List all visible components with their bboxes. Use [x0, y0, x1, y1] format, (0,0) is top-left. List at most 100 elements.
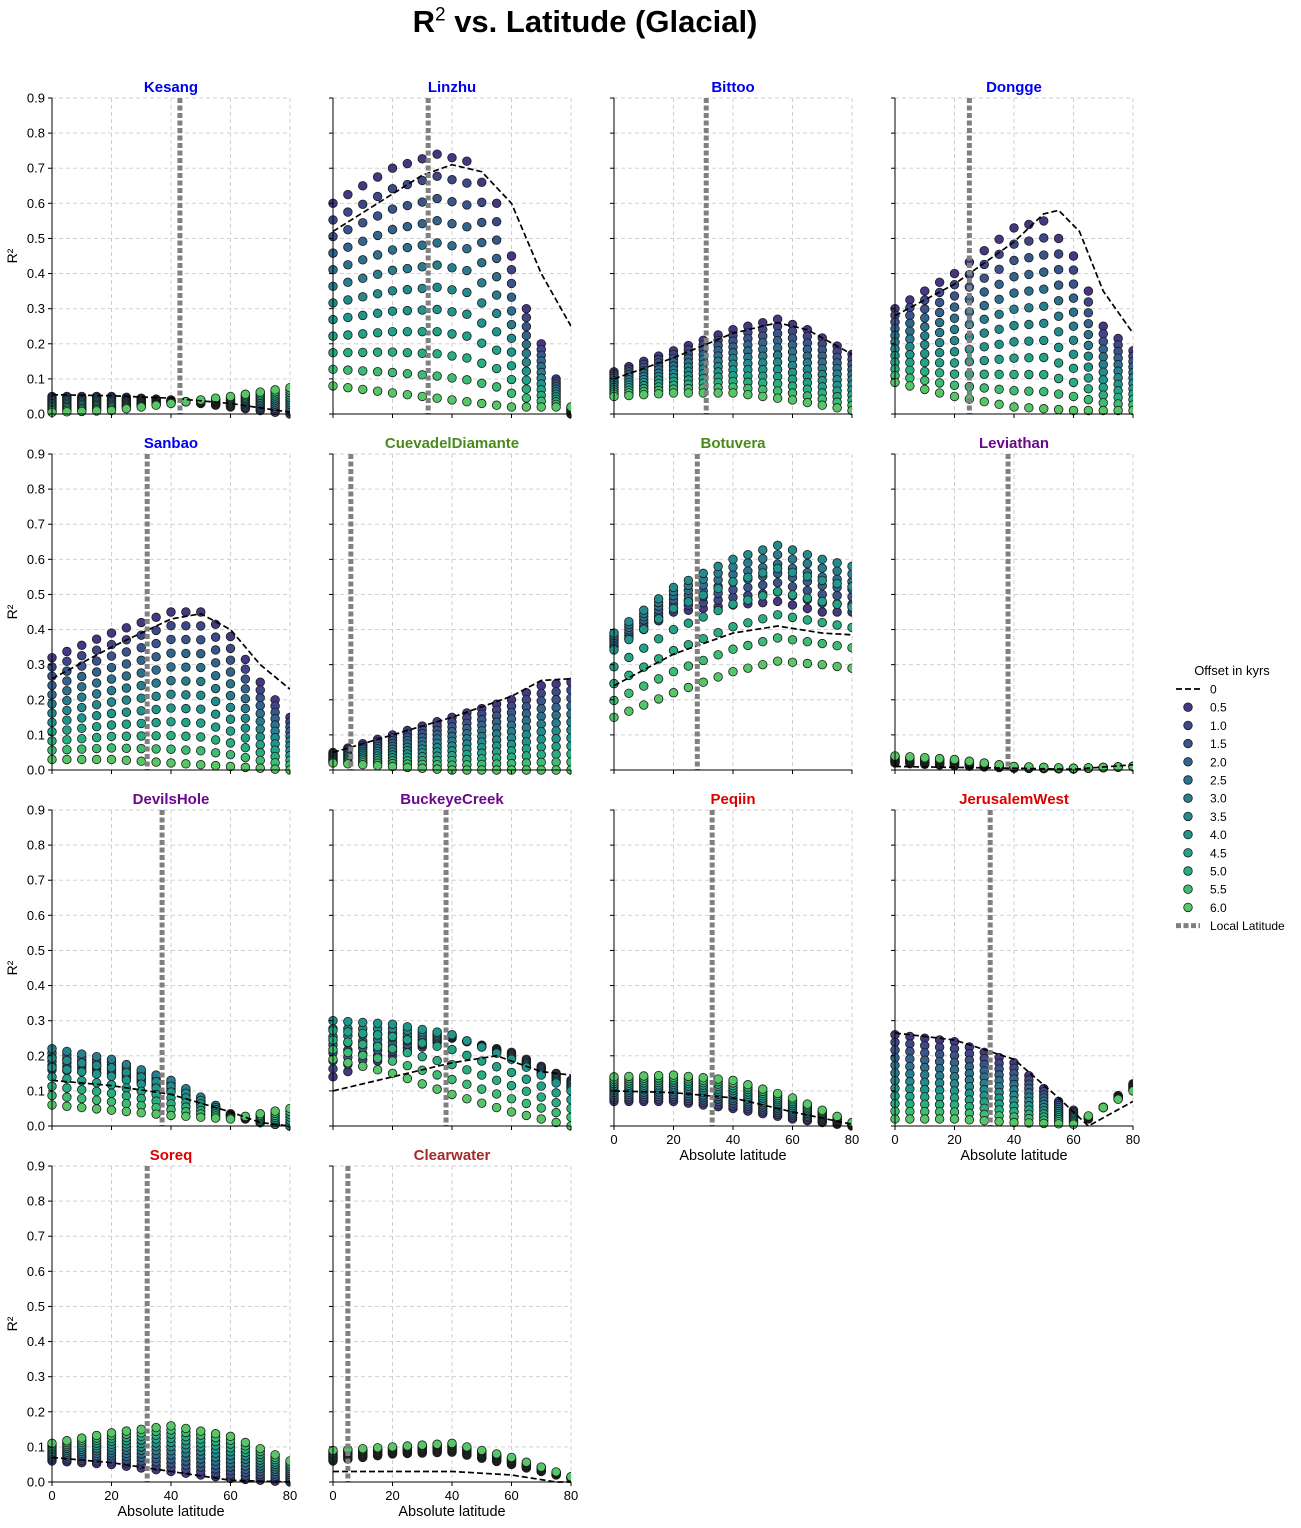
point-linzhu-5.5-15: [372, 367, 383, 377]
point-peqiin-6-15: [653, 1070, 664, 1081]
point-linzhu-4-65: [521, 366, 532, 376]
point-dongge-6-5: [905, 381, 915, 391]
point-linzhu-2-40: [447, 219, 457, 229]
point-buckeyecreek-4-5: [343, 1016, 353, 1027]
point-sanbao-1-35: [151, 625, 161, 636]
y-tick-label-devilshole-5: 0.5: [27, 943, 45, 958]
point-dongge-3-50: [1039, 301, 1049, 311]
point-dongge-1-65: [1083, 297, 1094, 307]
point-linzhu-4.5-35: [432, 326, 442, 337]
point-dongge-6-40: [1009, 402, 1019, 412]
legend-swatch-4.0: [1183, 829, 1193, 840]
point-botuvera-6-65: [802, 658, 813, 669]
point-bittoo-6-55: [772, 393, 783, 403]
point-bittoo-6-80: [847, 405, 852, 416]
point-dongge-2.5-65: [1083, 329, 1094, 340]
point-sanbao-2.5-40: [166, 662, 176, 672]
point-sanbao-4.5-35: [151, 717, 161, 728]
point-linzhu-5-10: [358, 347, 368, 358]
point-sanbao-6-30: [136, 756, 146, 766]
point-linzhu-1.5-55: [491, 235, 502, 245]
point-sanbao-1.5-45: [181, 634, 191, 645]
point-dongge-2-45: [1024, 269, 1034, 280]
panel-title-clearwater: Clearwater: [414, 1147, 491, 1164]
point-linzhu-0.5-35: [432, 149, 442, 159]
point-sanbao-3-15: [91, 689, 102, 699]
point-botuvera-5.5-80: [847, 643, 852, 653]
point-botuvera-5.5-10: [639, 681, 649, 691]
point-sanbao-2-60: [225, 667, 236, 677]
x-tick-label-clearwater-0: 0: [329, 1488, 336, 1503]
point-soreq-6-30: [136, 1424, 146, 1435]
point-cuevadeldiamante-6-20: [387, 761, 398, 772]
point-botuvera-1.5-60: [787, 581, 798, 592]
point-clearwater-6-40: [447, 1438, 457, 1449]
point-peqiin-6-60: [787, 1093, 798, 1103]
point-dongge-3-15: [934, 327, 945, 338]
point-dongge-4.5-55: [1053, 358, 1064, 368]
point-sanbao-1-5: [62, 656, 72, 667]
legend-label-1.5: 1.5: [1210, 737, 1227, 751]
point-dongge-2.5-30: [979, 300, 989, 311]
y-tick-label-soreq-3: 0.3: [27, 1369, 45, 1384]
point-linzhu-1.5-5: [343, 224, 353, 235]
y-tick-label-sanbao-0: 0.0: [27, 763, 45, 778]
point-cuevadeldiamante-4-75: [551, 734, 561, 744]
point-dongge-5-15: [934, 368, 945, 378]
point-bittoo-6-25: [683, 388, 694, 398]
point-dongge-5-20: [949, 369, 960, 379]
point-linzhu-1-40: [447, 175, 457, 185]
point-jerusalemwest-6-35: [994, 1116, 1004, 1127]
point-buckeyecreek-5-15: [372, 1041, 383, 1052]
point-buckeyecreek-4.5-60: [506, 1067, 517, 1078]
point-botuvera-5.5-30: [698, 655, 708, 666]
point-soreq-6-25: [121, 1426, 132, 1436]
point-sanbao-0.5-65: [240, 654, 251, 665]
series-botuvera-offset-4.5: [609, 586, 852, 672]
y-tick-label-sanbao-5: 0.5: [27, 587, 45, 602]
point-botuvera-3-80: [847, 569, 852, 579]
data-sanbao: [47, 607, 290, 775]
point-linzhu-2.5-50: [477, 258, 487, 268]
point-linzhu-5.5-20: [387, 367, 398, 378]
point-dongge-2.5-5: [905, 326, 915, 336]
point-linzhu-1.5-10: [358, 218, 368, 228]
point-buckeyecreek-6-70: [536, 1114, 546, 1124]
baseline-bittoo: [613, 321, 852, 380]
point-botuvera-4-80: [847, 582, 852, 592]
legend-label-5.0: 5.0: [1210, 865, 1227, 879]
point-dongge-2-50: [1039, 267, 1049, 277]
point-jerusalemwest-6-20: [949, 1114, 960, 1124]
point-linzhu-4.5-45: [462, 331, 472, 341]
point-linzhu-1.5-30: [417, 197, 427, 207]
point-kesang-6-75: [270, 385, 280, 395]
legend-local-label: Local Latitude: [1210, 919, 1285, 933]
point-linzhu-5.5-50: [477, 378, 487, 389]
panel-title-sanbao: Sanbao: [144, 435, 198, 452]
point-sanbao-1-40: [166, 621, 176, 631]
point-dongge-4-40: [1009, 337, 1019, 347]
point-sanbao-3-70: [255, 716, 265, 727]
point-soreq-6-75: [270, 1450, 280, 1460]
point-dongge-5.5-15: [934, 378, 945, 388]
point-sanbao-2.5-20: [106, 674, 117, 684]
point-botuvera-0.5-70: [817, 607, 827, 617]
series-botuvera-offset-5: [609, 610, 852, 689]
y-tick-label-kesang-5: 0.5: [27, 231, 45, 246]
point-devilshole-5-20: [106, 1088, 117, 1098]
point-dongge-5-35: [994, 369, 1004, 380]
point-buckeyecreek-4-45: [462, 1036, 472, 1046]
y-tick-label-devilshole-1: 0.1: [27, 1083, 45, 1098]
point-linzhu-0.5-60: [506, 251, 517, 261]
x-tick-label-peqiin-3: 60: [785, 1132, 799, 1147]
point-soreq-6-5: [62, 1436, 72, 1446]
point-buckeyecreek-6-60: [506, 1107, 517, 1117]
point-dongge-2-20: [949, 302, 960, 312]
point-sanbao-2-40: [166, 648, 176, 658]
point-sanbao-4-10: [77, 713, 87, 723]
point-buckeyecreek-4.5-5: [343, 1027, 353, 1037]
point-botuvera-5.5-60: [787, 635, 798, 645]
point-peqiin-6-45: [743, 1080, 753, 1090]
point-sanbao-0.5-15: [91, 634, 102, 644]
legend-title: Offset in kyrs: [1194, 663, 1270, 678]
